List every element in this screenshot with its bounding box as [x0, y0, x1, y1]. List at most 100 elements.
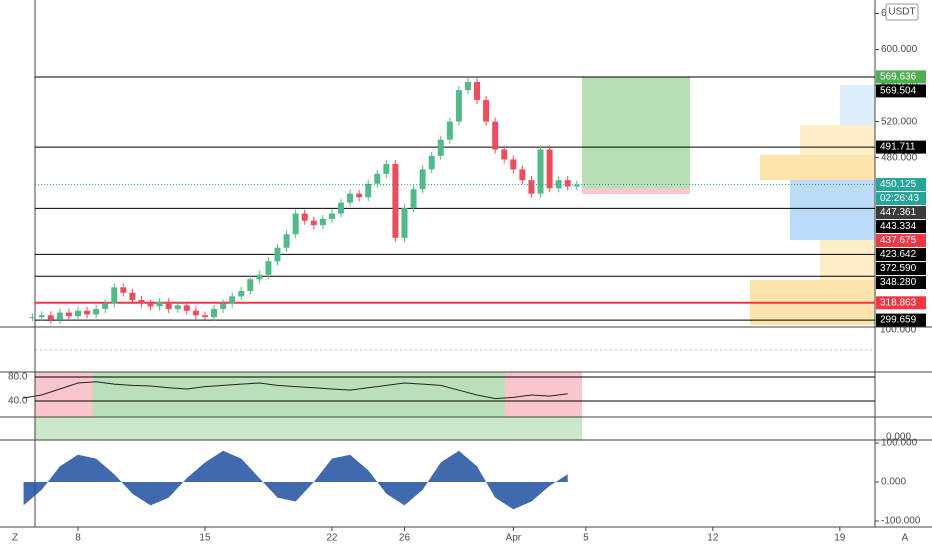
y-tick-label: 0.000	[881, 477, 906, 488]
candle	[201, 315, 208, 318]
price-tag	[876, 178, 926, 192]
candle	[510, 159, 517, 170]
x-tick-label: Apr	[506, 533, 522, 544]
y-tick-label: 100.000	[881, 438, 918, 449]
candle	[537, 149, 544, 194]
price-tag	[876, 234, 926, 248]
candle	[238, 290, 245, 297]
toolbar-label: A	[902, 533, 909, 544]
price-tag	[876, 84, 926, 98]
x-tick-label: 19	[834, 533, 846, 544]
candle	[56, 312, 63, 320]
candle	[301, 213, 308, 221]
price-tag	[876, 276, 926, 290]
volume-profile	[750, 85, 875, 325]
pane-label: 0.000	[886, 432, 911, 443]
candle	[446, 121, 453, 140]
y-tick-label: -100.000	[881, 516, 921, 527]
x-tick-label: 8	[75, 533, 81, 544]
price-tag	[876, 296, 926, 310]
candle	[383, 163, 390, 174]
candle	[229, 296, 236, 304]
candle	[111, 287, 118, 304]
candle	[138, 299, 145, 304]
indicator-line	[23, 381, 568, 400]
price-tag	[876, 313, 926, 327]
price-tag-label: 569.504	[880, 86, 917, 97]
x-tick-label: 26	[399, 533, 411, 544]
candle	[392, 163, 399, 238]
candle	[256, 274, 263, 280]
x-tick-label: 5	[583, 533, 589, 544]
price-tag-label: 437.675	[880, 235, 917, 246]
candle	[38, 315, 45, 318]
candle	[437, 139, 444, 156]
profile-bar	[800, 125, 875, 155]
toolbar-label: Z	[12, 533, 18, 544]
candle	[174, 305, 181, 309]
candle	[519, 169, 526, 181]
candle	[365, 183, 372, 198]
candle	[265, 261, 272, 275]
price-tag-label: 450.125	[880, 179, 917, 190]
candle	[356, 193, 363, 198]
candle	[274, 247, 281, 262]
candle	[247, 279, 254, 291]
candle	[147, 303, 154, 307]
candle	[283, 234, 290, 248]
candle	[419, 169, 426, 190]
countdown-tag	[876, 192, 926, 206]
y-tick-label: 480.000	[881, 152, 918, 163]
stop-zone	[582, 188, 690, 194]
price-tag-label: 491.711	[880, 142, 916, 153]
price-tag	[876, 206, 926, 220]
price-tag-label: 447.361	[880, 207, 917, 218]
oscillator-area	[23, 450, 568, 510]
candle	[347, 193, 354, 203]
price-tag	[876, 140, 926, 154]
indicator-band	[35, 417, 582, 440]
price-tag-label: 569.636	[880, 72, 917, 83]
rsi-band	[93, 372, 505, 417]
candle	[120, 287, 127, 293]
candle	[74, 310, 81, 317]
candle	[84, 310, 91, 315]
price-tag-label: 299.659	[880, 315, 917, 326]
candle	[474, 81, 481, 100]
candle	[401, 208, 408, 238]
price-tag-label: 348.280	[880, 277, 917, 288]
candle	[102, 303, 109, 309]
candle	[220, 303, 227, 309]
y-tick-label: 40.0	[8, 396, 28, 407]
profile-bar	[820, 240, 875, 280]
price-tag	[876, 248, 926, 262]
candle	[310, 220, 317, 226]
candle	[464, 81, 471, 91]
candle	[319, 218, 326, 226]
price-tag-label: 443.334	[880, 221, 917, 232]
candle	[156, 301, 163, 307]
rsi-band	[505, 372, 582, 417]
price-tag-label: 318.863	[880, 297, 917, 308]
candle	[546, 149, 553, 189]
price-tag	[876, 262, 926, 276]
price-tag	[876, 220, 926, 234]
unit-badge	[885, 3, 919, 21]
candle	[455, 90, 462, 122]
x-tick-label: 15	[199, 533, 211, 544]
candle	[93, 308, 100, 315]
candle	[29, 317, 36, 319]
candle	[374, 173, 381, 184]
profile-bar	[760, 155, 875, 180]
candle	[129, 292, 136, 300]
profile-bar	[840, 85, 875, 125]
countdown: 02:26:43	[880, 193, 919, 204]
candle	[528, 180, 535, 194]
candle	[65, 312, 72, 317]
candle	[483, 99, 490, 122]
candle	[165, 301, 172, 309]
candle	[573, 184, 580, 187]
unit: USDT	[888, 7, 915, 18]
candle	[192, 310, 199, 316]
